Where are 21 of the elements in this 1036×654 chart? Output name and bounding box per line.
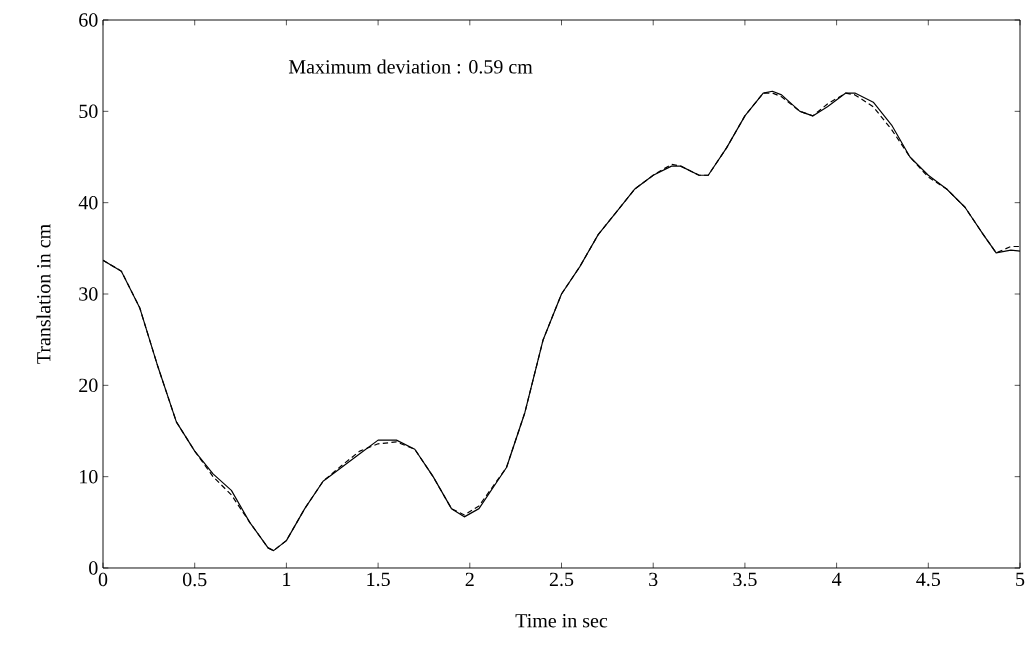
- x-tick-label: 3: [649, 572, 658, 587]
- x-tick-label: 2: [465, 572, 474, 586]
- x-tick-label: 0.5: [182, 572, 207, 587]
- y-axis-title: Translation in cm: [36, 224, 51, 364]
- y-tick-label: 30: [79, 287, 98, 301]
- annotation: Maximum deviation : 0.59 cm: [288, 59, 533, 74]
- y-tick-label: 10: [80, 469, 98, 484]
- y-tick-label: 20: [79, 378, 98, 393]
- x-tick-label: 4.5: [916, 572, 941, 587]
- x-tick-label: 3.5: [733, 572, 757, 587]
- x-tick-label: 2.5: [549, 572, 574, 587]
- x-tick-label: 1.5: [367, 572, 390, 587]
- y-tick-label: 0: [89, 561, 98, 575]
- x-tick-label: 0: [98, 572, 108, 587]
- y-tick-label: 60: [79, 13, 98, 27]
- y-tick-label: 40: [78, 195, 98, 210]
- y-tick-label: 50: [79, 104, 98, 119]
- x-axis-title: Time in sec: [515, 614, 608, 628]
- x-tick-label: 4: [832, 572, 842, 586]
- x-tick-label: 1: [283, 572, 291, 586]
- x-tick-label: 5: [1016, 572, 1025, 586]
